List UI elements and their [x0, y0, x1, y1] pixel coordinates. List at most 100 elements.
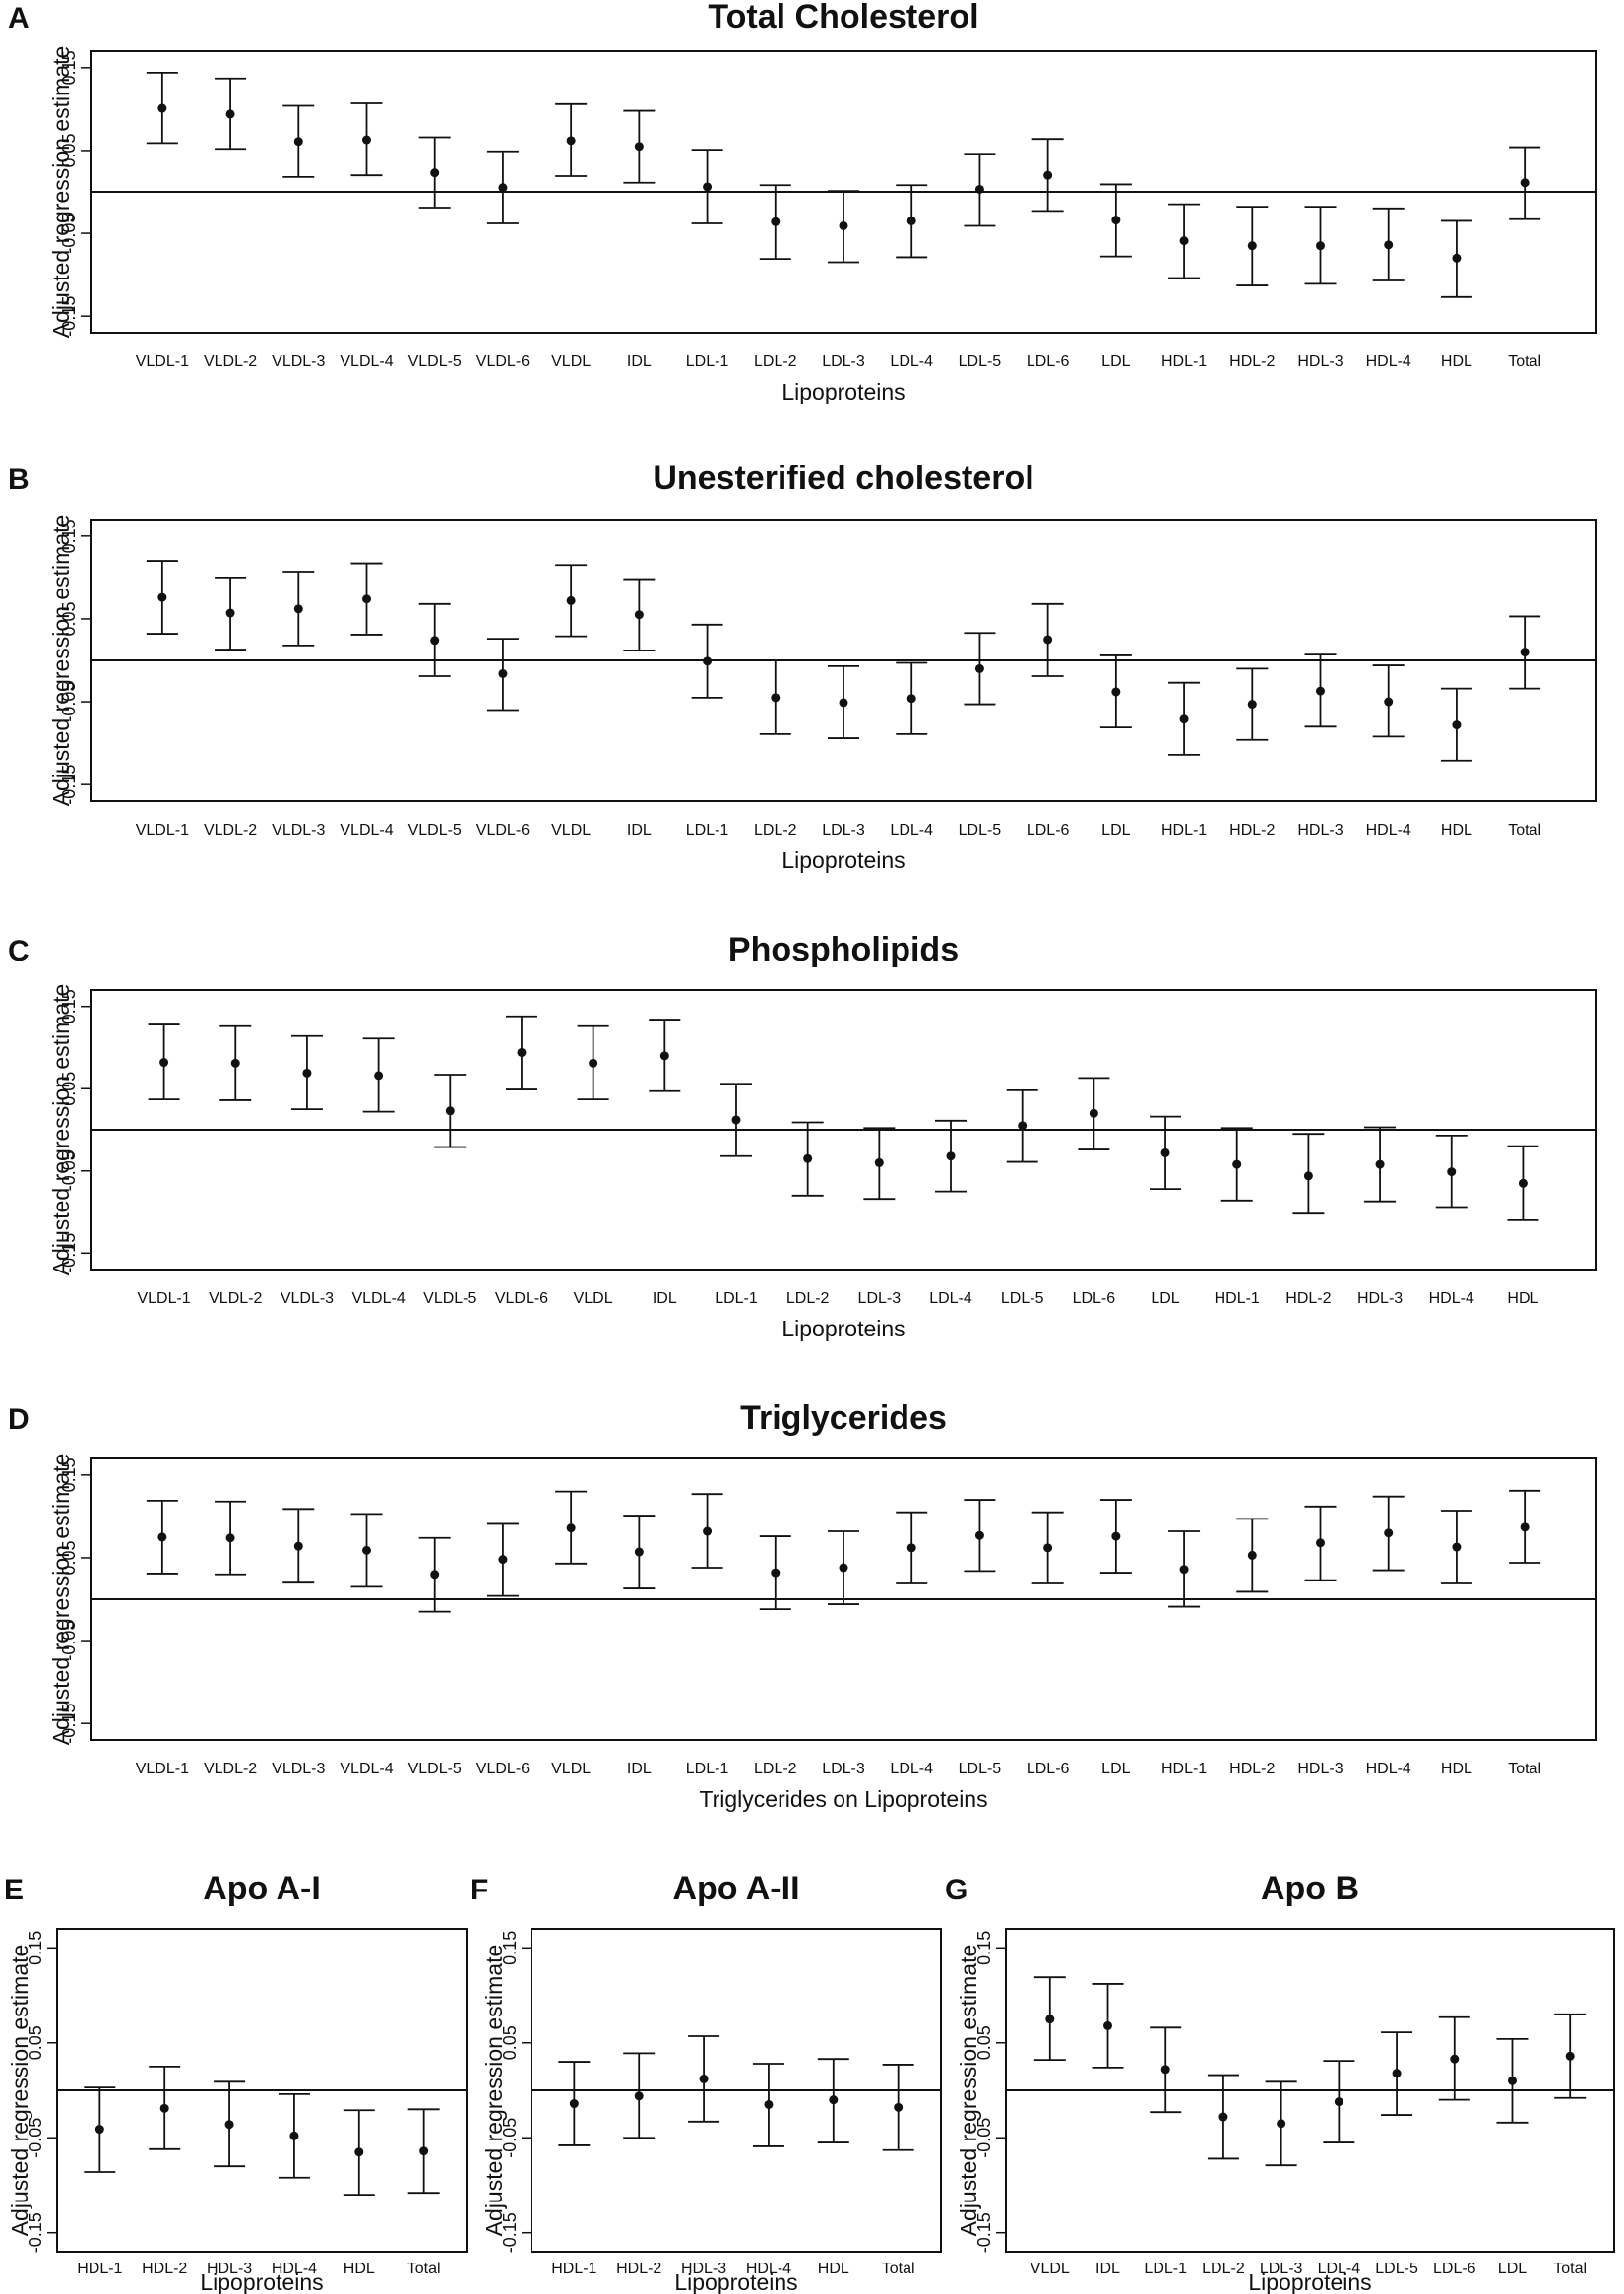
point-estimate	[1316, 1538, 1325, 1548]
x-tick-label: LDL-1	[686, 353, 729, 370]
error-bar-ldl-2	[1207, 2074, 1239, 2160]
x-tick-label: VLDL-4	[340, 353, 393, 370]
error-bar-hdl-1	[1168, 1530, 1201, 1608]
x-tick-label: Total	[1553, 2261, 1587, 2277]
y-tick-label: -0.05	[500, 2118, 520, 2158]
error-bar-ldl-6	[1031, 1511, 1064, 1584]
point-estimate	[159, 2103, 169, 2113]
x-tick-label: IDL	[653, 1290, 677, 1307]
x-tick-label: VLDL-4	[351, 1290, 405, 1307]
x-tick-label: HDL-3	[1297, 1761, 1343, 1777]
point-estimate	[1452, 1542, 1462, 1552]
x-tick-label: VLDL-3	[281, 1290, 334, 1307]
x-axis-label: Lipoproteins	[674, 2269, 797, 2294]
error-bar-ldl-3	[1265, 2080, 1297, 2167]
x-tick-label: LDL-6	[1073, 1290, 1116, 1307]
chart-panel-e: E Apo A-I Adjusted regression estimate-0.1…	[4, 1870, 468, 2294]
point-estimate	[1375, 1159, 1385, 1169]
y-tick-label: -0.05	[59, 1621, 79, 1661]
error-bar-hdl	[343, 2109, 375, 2197]
x-tick-label: LDL-5	[1375, 2261, 1418, 2277]
error-bar-vldl-3	[290, 1034, 323, 1111]
x-tick-label: VLDL-5	[408, 1761, 462, 1777]
x-tick-label: HDL-4	[1366, 822, 1411, 838]
point-estimate	[1179, 236, 1189, 246]
chart-panel-b: B Unesterified cholesterol Adjusted regres…	[8, 460, 1597, 873]
point-estimate	[659, 1051, 669, 1061]
point-estimate	[225, 109, 235, 119]
panel-letter: G	[945, 1874, 968, 1906]
x-tick-label: VLDL-5	[423, 1290, 476, 1307]
error-bar-hdl	[1440, 687, 1472, 762]
error-bar-ldl	[1496, 2038, 1529, 2124]
error-bar-vldl	[555, 102, 588, 177]
x-axis-label: Lipoproteins	[1248, 2269, 1371, 2294]
point-estimate	[1247, 1550, 1257, 1560]
x-tick-label: LDL-5	[959, 1761, 1002, 1777]
x-tick-label: VLDL-6	[476, 822, 530, 838]
error-bar-ldl-3	[828, 1530, 859, 1605]
point-estimate	[293, 604, 303, 614]
x-tick-label: VLDL-1	[136, 353, 189, 370]
x-tick-label: LDL	[1101, 822, 1130, 838]
point-estimate	[157, 1532, 167, 1542]
error-bar-hdl-4	[1435, 1134, 1468, 1209]
error-bar-ldl-1	[691, 1493, 723, 1569]
point-estimate	[874, 1157, 884, 1167]
chart-title: Apo A-II	[672, 1870, 799, 1907]
point-estimate	[1316, 241, 1325, 251]
y-tick-label: 0.05	[59, 601, 79, 636]
y-tick-label: 0.05	[59, 1072, 79, 1106]
error-bar-hdl-4	[752, 2063, 784, 2147]
chart-panel-d: D Triglycerides Adjusted regression estima…	[8, 1399, 1597, 1812]
error-bar-vldl-6	[486, 1522, 519, 1597]
error-bar-hdl-2	[1292, 1133, 1325, 1215]
point-estimate	[1316, 686, 1325, 696]
y-tick-label: -0.05	[974, 2118, 994, 2158]
error-bar-ldl-4	[896, 184, 928, 259]
error-bar-vldl-2	[219, 1024, 252, 1101]
point-estimate	[293, 1541, 303, 1551]
y-tick-label: 0.05	[26, 2025, 45, 2060]
error-bar-vldl-5	[418, 1536, 451, 1613]
point-estimate	[445, 1106, 455, 1116]
point-estimate	[1160, 1147, 1170, 1157]
panel-letter: A	[8, 2, 30, 34]
error-bar-ldl-1	[1150, 2026, 1182, 2114]
error-bar-total	[407, 2108, 440, 2195]
chart-title: Apo B	[1261, 1870, 1359, 1907]
x-tick-label: VLDL-6	[495, 1290, 548, 1307]
error-bar-ldl-6	[1031, 602, 1064, 677]
x-tick-label: LDL-2	[754, 1761, 797, 1777]
y-tick-label: 0.15	[59, 50, 79, 85]
x-tick-label: LDL-6	[1027, 1761, 1070, 1777]
y-tick-label: 0.15	[59, 519, 79, 553]
chart-panel-a: A Total Cholesterol Adjusted regression es…	[8, 0, 1597, 404]
point-estimate	[230, 1058, 240, 1068]
chart-title: Phospholipids	[728, 931, 959, 968]
x-tick-label: VLDL	[551, 1761, 591, 1777]
error-bar-vldl-4	[350, 562, 383, 636]
error-bar-ldl-2	[791, 1121, 824, 1197]
point-estimate	[419, 2146, 429, 2156]
error-bar-ldl-4	[1323, 2060, 1355, 2143]
error-bar-hdl	[1440, 219, 1472, 298]
point-estimate	[498, 183, 508, 193]
x-tick-label: HDL	[1507, 1290, 1538, 1307]
point-estimate	[354, 2147, 364, 2157]
y-tick-label: -0.05	[59, 682, 79, 722]
x-tick-label: HDL-3	[1357, 1290, 1403, 1307]
y-axis-label: Adjusted regression estimate	[481, 1945, 507, 2237]
point-estimate	[1447, 1167, 1457, 1177]
x-tick-label: Total	[1508, 822, 1541, 838]
error-bar-idl	[649, 1019, 681, 1092]
x-tick-label: VLDL-5	[408, 353, 462, 370]
point-estimate	[634, 1547, 644, 1557]
x-tick-label: VLDL-1	[136, 822, 189, 838]
error-bar-ldl-4	[896, 661, 928, 735]
x-tick-label: LDL-3	[858, 1290, 902, 1307]
error-bar-hdl-1	[558, 2061, 591, 2146]
y-axis-label: Adjusted regression estimate	[956, 1945, 981, 2237]
error-bar-hdl-3	[688, 2035, 720, 2123]
x-tick-label: HDL-1	[1161, 822, 1207, 838]
